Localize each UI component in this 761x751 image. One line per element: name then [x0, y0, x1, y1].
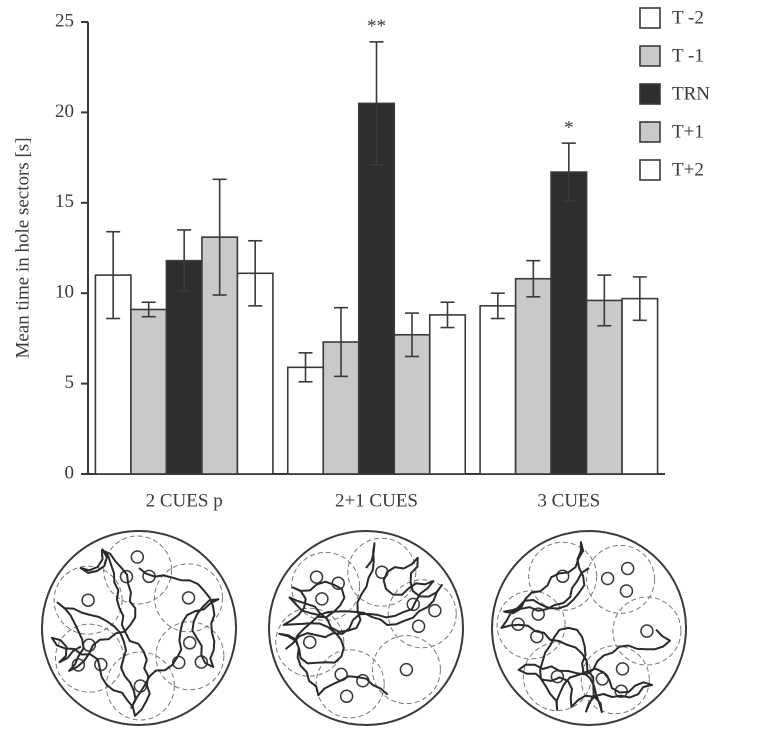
significance-label: * — [564, 117, 574, 138]
hole — [82, 594, 94, 606]
x-tick-label: 2 CUES p — [146, 490, 223, 511]
sector — [316, 650, 384, 718]
hole — [304, 636, 316, 648]
hole — [184, 637, 196, 649]
x-tick-label: 2+1 CUES — [335, 490, 418, 511]
x-tick-label: 3 CUES — [537, 490, 600, 511]
hole — [183, 592, 195, 604]
chart: Mean time in hole sectors [s] 0 5 10 15 20 25… — [0, 0, 761, 751]
hole — [602, 573, 614, 585]
y-axis-label: Mean time in hole sectors [s] — [12, 137, 33, 358]
hole — [131, 551, 143, 563]
bar — [430, 315, 466, 474]
bar — [166, 261, 202, 474]
y-tick-label: 25 — [55, 10, 74, 31]
legend-swatch — [640, 46, 660, 66]
sector — [529, 542, 597, 610]
bar — [622, 299, 658, 474]
y-tick-label: 20 — [55, 101, 74, 122]
legend-label: T+2 — [672, 159, 704, 180]
sector — [613, 597, 681, 665]
legend-swatch — [640, 122, 660, 142]
legend-label: T -2 — [672, 7, 704, 28]
arena-drawings — [42, 531, 686, 725]
hole — [341, 690, 353, 702]
arena — [269, 531, 463, 725]
trajectory — [279, 543, 442, 695]
legend-swatch — [640, 8, 660, 28]
legend-swatch — [640, 84, 660, 104]
bar — [551, 172, 587, 474]
significance-label: ** — [367, 16, 386, 37]
hole — [429, 605, 441, 617]
hole — [316, 593, 328, 605]
y-tick-label: 0 — [65, 462, 75, 483]
bar — [480, 306, 516, 474]
hole — [311, 571, 323, 583]
hole — [413, 620, 425, 632]
trajectory — [501, 542, 670, 712]
bar — [131, 309, 167, 474]
y-tick-label: 15 — [55, 191, 74, 212]
hole — [641, 625, 653, 637]
y-tick-label: 10 — [55, 282, 74, 303]
sector — [276, 608, 344, 676]
hole — [622, 562, 634, 574]
bar — [288, 367, 324, 474]
legend-label: TRN — [672, 83, 710, 104]
hole — [617, 663, 629, 675]
hole — [400, 664, 412, 676]
y-tick-label: 5 — [65, 372, 75, 393]
bar — [516, 279, 552, 474]
legend-label: T -1 — [672, 45, 704, 66]
hole — [620, 585, 632, 597]
legend-swatch — [640, 160, 660, 180]
legend-label: T+1 — [672, 121, 704, 142]
